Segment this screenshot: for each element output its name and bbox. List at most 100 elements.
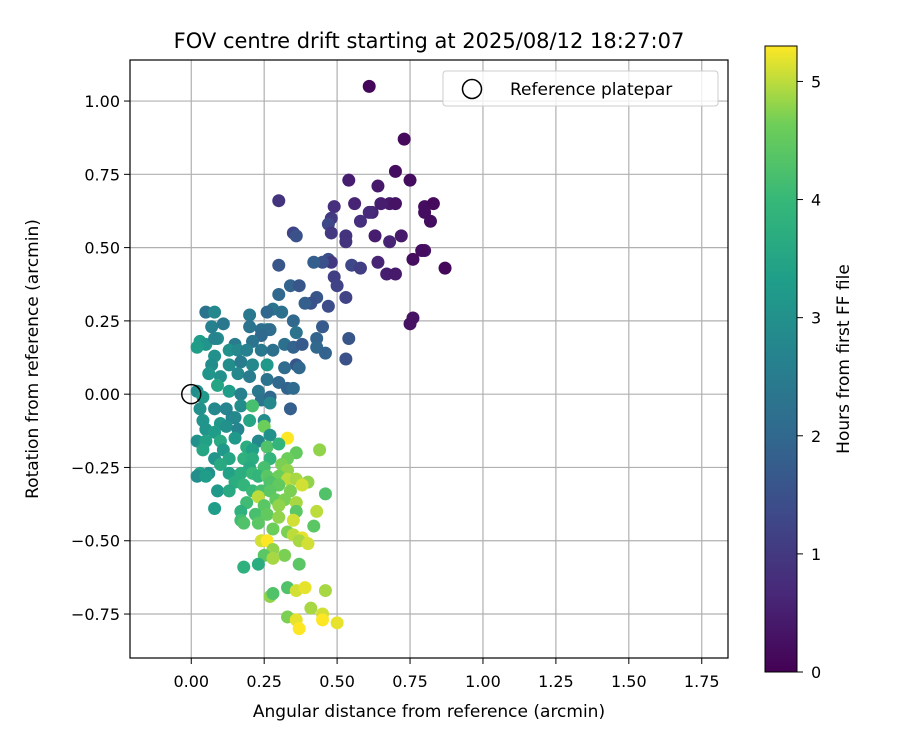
data-point (193, 402, 207, 416)
x-tick-label: 0.50 (319, 672, 355, 691)
data-point (272, 437, 286, 451)
data-points (190, 79, 452, 636)
data-point (234, 355, 248, 369)
data-point (353, 214, 367, 228)
data-point (318, 584, 332, 598)
data-point (234, 387, 248, 401)
data-point (246, 399, 260, 413)
data-point (438, 261, 452, 275)
data-point (272, 499, 286, 513)
y-tick-label: −0.75 (71, 605, 120, 624)
data-point (283, 402, 297, 416)
data-point (251, 557, 265, 571)
data-point (388, 164, 402, 178)
data-point (208, 331, 222, 345)
data-point (237, 560, 251, 574)
data-point (243, 320, 257, 334)
colorbar-tick-label: 1 (811, 545, 821, 564)
colorbar-tick-label: 3 (811, 309, 821, 328)
colorbar: 0 1 2 3 4 5 Hours from first FF file (764, 45, 854, 682)
y-tick-label: 0.25 (84, 312, 120, 331)
data-point (330, 616, 344, 630)
data-point (272, 510, 286, 524)
data-point (289, 326, 303, 340)
data-point (272, 194, 286, 208)
y-axis-label: Rotation from reference (arcmin) (23, 219, 43, 499)
data-point (292, 361, 306, 375)
data-point (327, 200, 341, 214)
data-point (298, 581, 312, 595)
y-tick-label: −0.25 (71, 458, 120, 477)
data-point (231, 367, 245, 381)
colorbar-tick-label: 4 (811, 191, 821, 210)
data-point (219, 419, 233, 433)
data-point (371, 179, 385, 193)
x-tick-label: 1.50 (611, 672, 647, 691)
data-point (295, 478, 309, 492)
legend-label-reference: Reference platepar (510, 80, 672, 100)
data-point (278, 548, 292, 562)
data-point (374, 197, 388, 211)
data-point (211, 484, 225, 498)
reference-point (181, 383, 202, 405)
legend: Reference platepar (442, 70, 719, 107)
data-point (272, 258, 286, 272)
data-point (362, 79, 376, 93)
data-point (368, 229, 382, 243)
data-point (196, 443, 210, 457)
data-point (254, 343, 268, 357)
data-point (275, 305, 289, 319)
y-tick-label: 1.00 (84, 92, 120, 111)
data-point (216, 317, 230, 331)
data-point (423, 214, 437, 228)
y-tick-label: 0.50 (84, 239, 120, 258)
data-point (426, 197, 440, 211)
y-axis-ticks: −0.75 −0.50 −0.25 0.00 0.25 0.50 0.75 1.00 (71, 92, 130, 624)
data-point (240, 343, 254, 357)
data-point (260, 358, 274, 372)
data-point (237, 516, 251, 530)
data-point (205, 320, 219, 334)
data-point (339, 290, 353, 304)
data-point (321, 299, 335, 313)
data-point (234, 399, 248, 413)
data-point (403, 173, 417, 187)
data-point (260, 305, 274, 319)
x-tick-label: 1.25 (538, 672, 574, 691)
x-tick-label: 0.00 (173, 672, 209, 691)
data-point (211, 378, 225, 392)
plot-frame (129, 59, 729, 659)
data-point (266, 343, 280, 357)
data-point (316, 320, 330, 334)
data-point (388, 197, 402, 211)
data-point (266, 522, 280, 536)
data-point (310, 504, 324, 518)
colorbar-ticks: 0 1 2 3 4 5 (797, 72, 821, 682)
data-point (348, 197, 362, 211)
data-point (228, 431, 242, 445)
data-point (289, 229, 303, 243)
data-point (339, 235, 353, 249)
data-point (397, 132, 411, 146)
colorbar-tick-label: 0 (811, 663, 821, 682)
colorbar-tick-label: 5 (811, 72, 821, 91)
data-point (301, 537, 315, 551)
data-point (263, 396, 277, 410)
data-point (330, 279, 344, 293)
data-point (292, 622, 306, 636)
data-point (263, 428, 277, 442)
data-point (222, 358, 236, 372)
legend-box (442, 70, 719, 107)
data-point (394, 229, 408, 243)
chart-title: FOV centre drift starting at 2025/08/12 … (174, 29, 685, 53)
data-point (342, 173, 356, 187)
data-point (318, 346, 332, 360)
y-tick-label: 0.00 (84, 385, 120, 404)
data-point (324, 226, 338, 240)
data-point (362, 205, 376, 219)
data-point (202, 367, 216, 381)
colorbar-tick-label: 2 (811, 427, 821, 446)
x-axis-label: Angular distance from reference (arcmin) (253, 702, 605, 722)
